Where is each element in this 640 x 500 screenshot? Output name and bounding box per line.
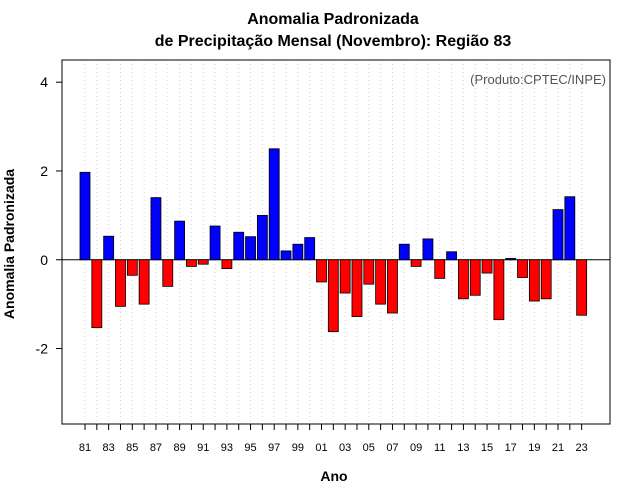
x-tick-label: 01 bbox=[315, 442, 327, 454]
x-tick-label: 97 bbox=[268, 442, 280, 454]
bar-04 bbox=[351, 259, 363, 317]
y-tick-label: 2 bbox=[40, 163, 48, 179]
x-tick-label: 99 bbox=[292, 442, 304, 454]
x-tick-label: 07 bbox=[386, 442, 398, 454]
x-tick-label: 81 bbox=[79, 442, 91, 454]
x-tick-label: 89 bbox=[173, 442, 185, 454]
x-tick-label: 05 bbox=[363, 442, 375, 454]
bar-19 bbox=[528, 259, 540, 302]
chart-title-line2: de Precipitação Mensal (Novembro): Regiã… bbox=[155, 33, 512, 50]
y-axis-title: Anomalia Padronizada bbox=[1, 169, 17, 319]
bar-91 bbox=[197, 259, 209, 265]
source-annotation: (Produto:CPTEC/INPE) bbox=[470, 72, 606, 87]
bar-95 bbox=[245, 236, 256, 261]
bar-15 bbox=[481, 259, 493, 274]
x-tick-label: 87 bbox=[150, 442, 162, 454]
bar-12 bbox=[446, 251, 457, 261]
x-tick-label: 15 bbox=[481, 442, 493, 454]
x-tick-label: 93 bbox=[221, 442, 233, 454]
bar-87 bbox=[150, 197, 162, 261]
bar-86 bbox=[138, 259, 150, 305]
y-tick-label: -2 bbox=[36, 341, 49, 357]
bar-00 bbox=[304, 237, 316, 261]
bar-85 bbox=[126, 259, 138, 276]
y-axis: -2 0 2 4 bbox=[36, 74, 62, 357]
bar-93 bbox=[221, 259, 233, 270]
x-tick-label: 23 bbox=[576, 442, 588, 454]
y-tick-label: 4 bbox=[40, 74, 48, 90]
bar-13 bbox=[457, 259, 469, 300]
bar-20 bbox=[540, 259, 552, 300]
bar-23 bbox=[576, 259, 588, 316]
bar-90 bbox=[186, 259, 197, 267]
x-tick-label: 19 bbox=[528, 442, 540, 454]
x-tick-label: 95 bbox=[244, 442, 256, 454]
bar-97 bbox=[268, 148, 280, 261]
bar-89 bbox=[174, 220, 186, 261]
bars-group bbox=[79, 148, 588, 333]
bar-22 bbox=[564, 196, 576, 261]
bar-09 bbox=[410, 259, 422, 267]
bar-02 bbox=[327, 259, 339, 333]
bar-92 bbox=[209, 225, 221, 261]
x-tick-label: 91 bbox=[197, 442, 209, 454]
x-tick-label: 17 bbox=[505, 442, 517, 454]
x-tick-label: 03 bbox=[339, 442, 351, 454]
bar-81 bbox=[79, 171, 91, 261]
bar-14 bbox=[469, 259, 481, 296]
bar-99 bbox=[292, 243, 304, 261]
bar-94 bbox=[233, 231, 245, 261]
y-tick-label: 0 bbox=[40, 252, 48, 268]
x-tick-label: 11 bbox=[434, 442, 445, 454]
bar-88 bbox=[162, 259, 174, 287]
x-tick-label: 83 bbox=[103, 442, 115, 454]
bar-05 bbox=[363, 259, 375, 285]
x-tick-label: 85 bbox=[126, 442, 138, 454]
x-tick-label: 13 bbox=[457, 442, 469, 454]
bar-16 bbox=[493, 259, 505, 321]
vertical-gridlines bbox=[84, 60, 583, 424]
bar-18 bbox=[517, 259, 528, 278]
bar-10 bbox=[422, 238, 434, 261]
bar-08 bbox=[398, 243, 410, 261]
x-tick-label: 21 bbox=[552, 442, 564, 454]
bar-21 bbox=[552, 209, 564, 261]
plot-frame bbox=[61, 59, 611, 425]
bar-11 bbox=[434, 259, 446, 279]
chart-title-line1: Anomalia Padronizada bbox=[247, 11, 419, 28]
bar-83 bbox=[103, 235, 115, 261]
bar-07 bbox=[387, 259, 398, 314]
x-axis-title: Ano bbox=[320, 468, 347, 484]
x-axis: 81 83 85 87 89 91 93 95 97 99 01 03 05 07 09 11 13 15 17 19… bbox=[79, 424, 588, 454]
bar-84 bbox=[115, 259, 126, 307]
bar-82 bbox=[91, 259, 103, 329]
bar-98 bbox=[280, 250, 292, 261]
bar-06 bbox=[375, 259, 387, 305]
bar-03 bbox=[339, 259, 351, 294]
bar-17 bbox=[505, 258, 517, 261]
x-tick-label: 09 bbox=[410, 442, 422, 454]
bar-01 bbox=[316, 259, 327, 283]
bar-96 bbox=[256, 214, 268, 261]
